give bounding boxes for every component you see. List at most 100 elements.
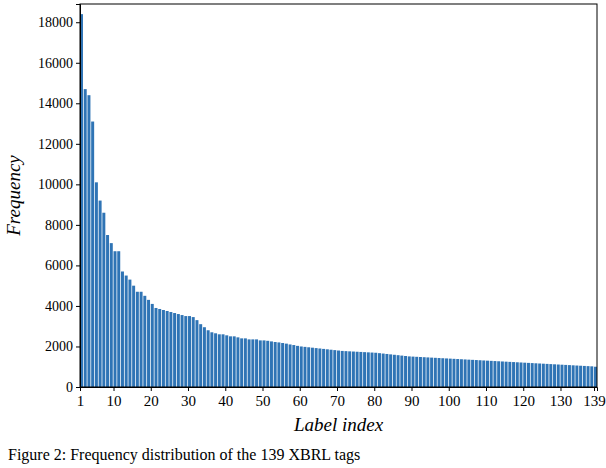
bar xyxy=(415,357,418,387)
x-tick: 40 xyxy=(218,387,233,409)
y-tick-label: 4000 xyxy=(45,299,73,314)
x-tick: 80 xyxy=(367,387,382,409)
bar xyxy=(464,359,467,387)
bar xyxy=(359,352,362,387)
bar xyxy=(177,314,180,387)
bar xyxy=(389,354,392,387)
bar xyxy=(203,327,206,387)
x-axis: 1102030405060708090100110120130139 xyxy=(77,387,606,409)
bar xyxy=(84,89,87,387)
x-tick: 10 xyxy=(107,387,122,409)
bar xyxy=(587,366,590,387)
bar xyxy=(553,364,556,387)
x-tick: 30 xyxy=(181,387,196,409)
bar xyxy=(374,353,377,387)
frame xyxy=(80,4,597,387)
bar xyxy=(404,356,407,387)
bar xyxy=(277,342,280,387)
x-tick-mark xyxy=(337,387,338,391)
y-tick: 8000 xyxy=(45,218,80,233)
bar xyxy=(289,344,292,387)
bar xyxy=(397,355,400,387)
x-tick-label: 100 xyxy=(438,393,461,409)
bar xyxy=(132,286,135,387)
bar xyxy=(151,304,154,387)
x-tick-mark xyxy=(486,387,487,391)
bar xyxy=(445,358,448,387)
y-tick-mark xyxy=(76,144,80,145)
x-tick-label: 120 xyxy=(512,393,535,409)
bar xyxy=(184,316,187,387)
bar xyxy=(195,320,198,387)
y-tick-label: 14000 xyxy=(38,96,73,111)
y-axis-line xyxy=(76,5,81,388)
bar xyxy=(542,364,545,387)
x-tick-mark xyxy=(449,387,450,391)
chart: 1102030405060708090100110120130139020004… xyxy=(0,0,606,468)
bar xyxy=(259,340,262,387)
bar xyxy=(114,251,117,387)
bar xyxy=(173,313,176,387)
bar xyxy=(140,292,143,387)
bar xyxy=(385,354,388,387)
bar xyxy=(378,353,381,387)
bar xyxy=(352,352,355,387)
x-tick-mark xyxy=(560,387,561,391)
bar xyxy=(583,366,586,387)
caption: Figure 2: Frequency distribution of the … xyxy=(8,446,360,464)
bar xyxy=(99,201,102,387)
bar xyxy=(572,365,575,387)
bar xyxy=(300,346,303,387)
bars xyxy=(80,14,597,387)
x-tick-label: 90 xyxy=(405,393,420,409)
bar xyxy=(479,360,482,387)
bar xyxy=(363,352,366,387)
bar xyxy=(303,347,306,387)
x-tick-label: 70 xyxy=(330,393,345,409)
x-tick-mark xyxy=(114,387,115,391)
bar xyxy=(326,349,329,387)
bar xyxy=(117,251,120,387)
bar xyxy=(348,351,351,387)
x-tick-mark xyxy=(374,387,375,391)
bar xyxy=(412,357,415,387)
x-tick-mark xyxy=(225,387,226,391)
bar xyxy=(568,365,571,387)
y-tick-label: 0 xyxy=(66,380,73,395)
bar xyxy=(438,358,441,387)
bar xyxy=(382,354,385,387)
x-tick-mark xyxy=(300,387,301,391)
x-tick: 130 xyxy=(550,387,573,409)
bar xyxy=(322,349,325,387)
bar xyxy=(315,348,318,387)
y-tick-label: 16000 xyxy=(38,56,73,71)
bar xyxy=(467,360,470,387)
bar xyxy=(520,362,523,387)
bar xyxy=(534,363,537,387)
y-tick-label: 10000 xyxy=(38,177,73,192)
bar xyxy=(497,361,500,387)
bar xyxy=(91,122,94,387)
x-tick-label: 20 xyxy=(144,393,159,409)
bar xyxy=(207,330,210,387)
bar xyxy=(121,271,124,387)
bar xyxy=(371,353,374,387)
y-tick-label: 8000 xyxy=(45,218,73,233)
x-tick-label: 40 xyxy=(218,393,233,409)
bar xyxy=(505,362,508,387)
y-tick: 4000 xyxy=(45,299,80,314)
y-tick-label: 6000 xyxy=(45,258,73,273)
bar xyxy=(523,363,526,387)
x-tick-mark xyxy=(263,387,264,391)
x-tick-label: 130 xyxy=(550,393,573,409)
bar xyxy=(452,359,455,387)
bar xyxy=(166,311,169,387)
bar xyxy=(266,341,269,387)
bar xyxy=(143,296,146,387)
bar xyxy=(147,300,150,387)
x-tick-label: 50 xyxy=(256,393,271,409)
bar xyxy=(307,347,310,387)
x-tick: 60 xyxy=(293,387,308,409)
x-tick: 100 xyxy=(438,387,461,409)
bar xyxy=(162,310,165,387)
